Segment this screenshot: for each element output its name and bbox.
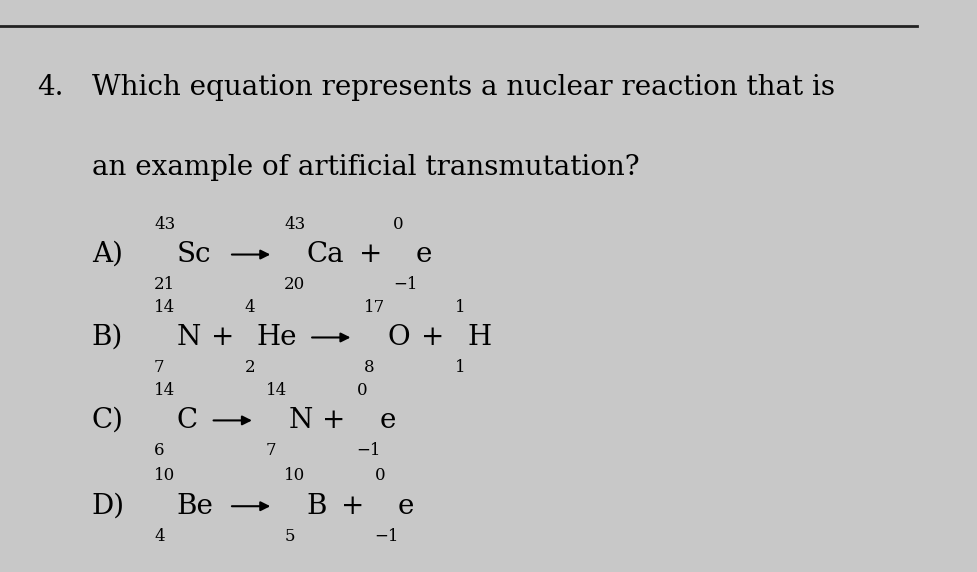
Text: O: O	[387, 324, 409, 351]
Text: 20: 20	[284, 276, 305, 293]
Text: 0: 0	[356, 382, 366, 399]
Text: 4.: 4.	[37, 74, 64, 101]
Text: D): D)	[92, 492, 125, 520]
Text: +: +	[359, 241, 382, 268]
Text: 10: 10	[284, 467, 305, 484]
Text: 7: 7	[266, 442, 276, 459]
Text: Which equation represents a nuclear reaction that is: Which equation represents a nuclear reac…	[92, 74, 833, 101]
Text: 5: 5	[284, 528, 294, 545]
Text: +: +	[211, 324, 234, 351]
Text: an example of artificial transmutation?: an example of artificial transmutation?	[92, 154, 639, 181]
Text: 43: 43	[154, 216, 175, 233]
Text: −1: −1	[374, 528, 399, 545]
Text: 1: 1	[454, 359, 465, 376]
Text: +: +	[322, 407, 346, 434]
Text: B: B	[307, 492, 327, 520]
Text: e: e	[397, 492, 413, 520]
Text: e: e	[415, 241, 432, 268]
Text: A): A)	[92, 241, 122, 268]
Text: N: N	[177, 324, 201, 351]
Text: e: e	[379, 407, 395, 434]
Text: 17: 17	[363, 299, 385, 316]
Text: Sc: Sc	[177, 241, 211, 268]
Text: +: +	[420, 324, 444, 351]
Text: −1: −1	[356, 442, 380, 459]
Text: Ca: Ca	[307, 241, 344, 268]
Text: 14: 14	[154, 299, 175, 316]
Text: 2: 2	[244, 359, 255, 376]
Text: 4: 4	[154, 528, 164, 545]
Text: 21: 21	[154, 276, 175, 293]
Text: C): C)	[92, 407, 123, 434]
Text: 1: 1	[454, 299, 465, 316]
Text: Be: Be	[177, 492, 214, 520]
Text: 6: 6	[154, 442, 164, 459]
Text: 43: 43	[284, 216, 305, 233]
Text: 10: 10	[154, 467, 175, 484]
Text: C: C	[177, 407, 197, 434]
Text: 14: 14	[154, 382, 175, 399]
Text: 0: 0	[393, 216, 404, 233]
Text: N: N	[288, 407, 313, 434]
Text: 7: 7	[154, 359, 164, 376]
Text: 14: 14	[266, 382, 286, 399]
Text: +: +	[340, 492, 363, 520]
Text: He: He	[257, 324, 297, 351]
Text: −1: −1	[393, 276, 417, 293]
Text: 4: 4	[244, 299, 255, 316]
Text: B): B)	[92, 324, 123, 351]
Text: H: H	[467, 324, 490, 351]
Text: 0: 0	[374, 467, 385, 484]
Text: 8: 8	[363, 359, 374, 376]
